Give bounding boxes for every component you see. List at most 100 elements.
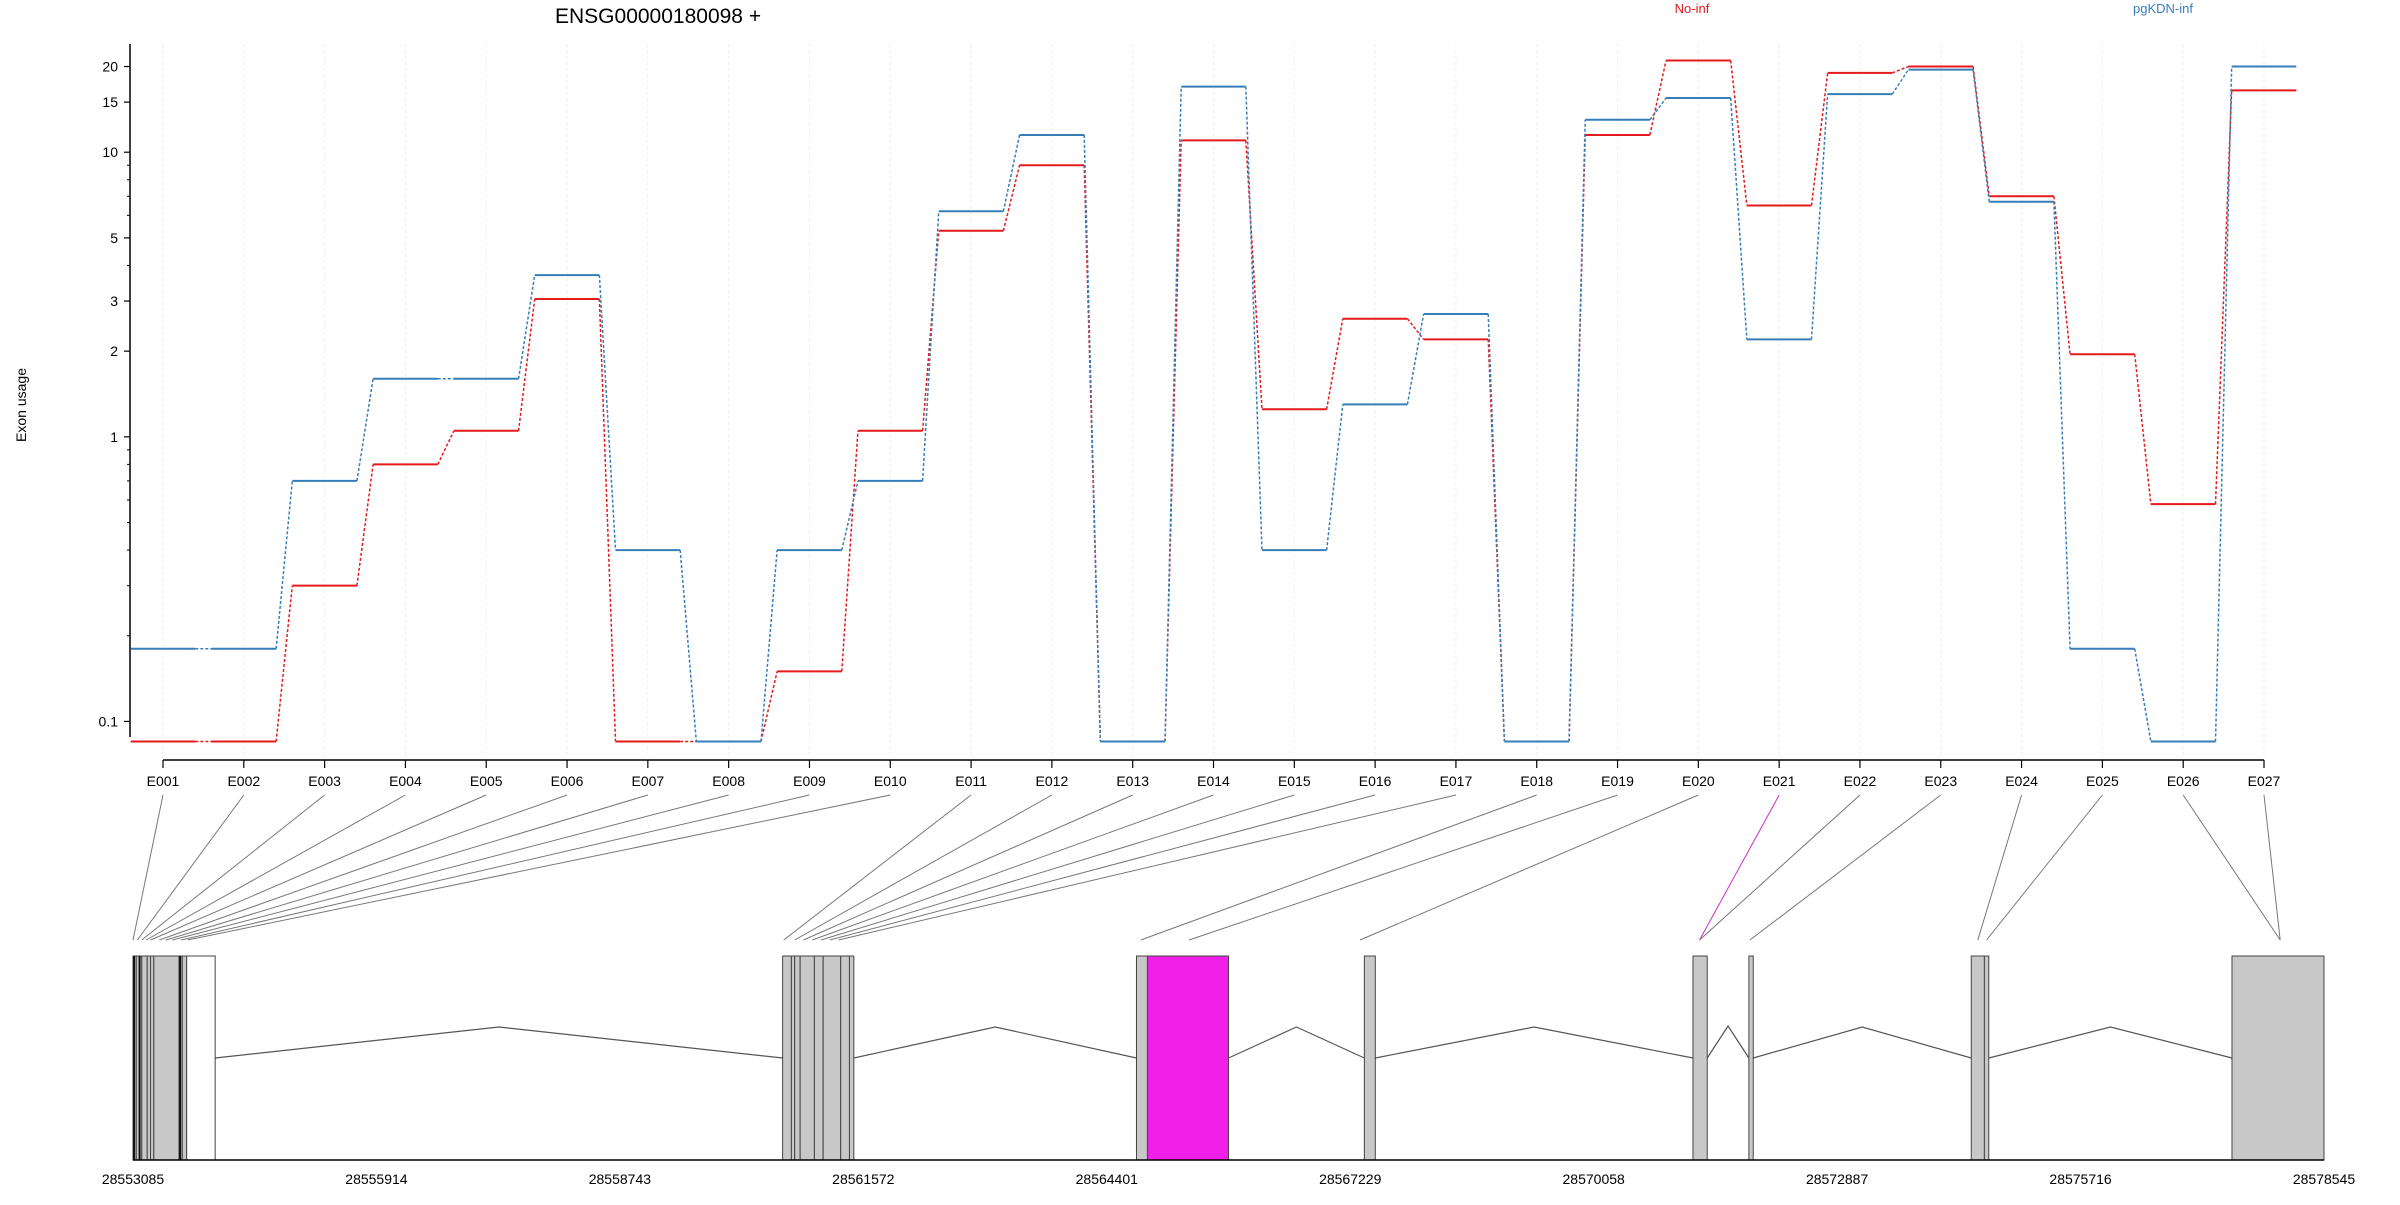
segment-e007 <box>679 550 698 742</box>
genomic-coordinate-label: 28561572 <box>832 1171 895 1187</box>
x-tick-label-e006: E006 <box>551 773 584 789</box>
connector-e011 <box>783 794 972 941</box>
y-axis-label: Exon usage <box>13 368 29 442</box>
x-tick-label-e021: E021 <box>1763 773 1796 789</box>
segment-e016 <box>1406 318 1425 340</box>
segment-e006 <box>598 298 617 742</box>
connector-e021 <box>1699 794 1780 941</box>
connector-e006 <box>159 794 568 941</box>
connector-e014 <box>812 794 1214 941</box>
legend-entry-no-inf: No-inf <box>1675 1 1710 16</box>
segment-e015 <box>1325 404 1344 551</box>
intron-line <box>1988 1026 2233 1059</box>
gene-model: 28553085 28555914 28558743 28561572 28564401… <box>102 955 2356 1187</box>
segment-e002 <box>275 480 294 649</box>
exon-box <box>1748 955 1754 1161</box>
segment-e019 <box>1649 97 1667 121</box>
genomic-coordinate-label: 28578545 <box>2293 1171 2356 1187</box>
exon-box <box>1135 955 1148 1161</box>
axes: 0.1 1 2 3 5 10 15 20 E001 E002 E003 E004 E005 E006 E00… <box>99 44 2281 789</box>
segment-e008 <box>760 671 778 742</box>
x-tick-label-e008: E008 <box>712 773 745 789</box>
connector-e005 <box>150 794 487 941</box>
segment-e026 <box>2214 66 2233 742</box>
connector-e023 <box>1749 794 1942 941</box>
intron-line <box>215 1026 783 1059</box>
segment-e014 <box>1245 86 1263 551</box>
legend-entry-pgkdn-inf: pgKDN-inf <box>2133 1 2193 16</box>
genomic-coordinate-label: 28553085 <box>102 1171 165 1187</box>
exon-box <box>813 955 824 1161</box>
connector-e003 <box>141 794 325 941</box>
segment-e024 <box>2053 201 2071 649</box>
connector-e015 <box>820 794 1295 941</box>
segment-e009 <box>841 480 859 551</box>
segment-e011 <box>1002 165 1021 231</box>
y-tick-label: 10 <box>102 144 118 160</box>
x-tick-label-e004: E004 <box>389 773 422 789</box>
x-tick-label-e023: E023 <box>1924 773 1957 789</box>
connector-e002 <box>136 794 245 941</box>
y-tick-label: 5 <box>110 230 118 246</box>
x-tick-label-e019: E019 <box>1601 773 1634 789</box>
genomic-coordinate-label: 28570058 <box>1563 1171 1626 1187</box>
connector-e013 <box>803 794 1133 941</box>
intron-line <box>1753 1026 1972 1059</box>
connector-e012 <box>794 794 1053 941</box>
x-tick-label-e012: E012 <box>1036 773 1069 789</box>
segment-e021 <box>1810 94 1829 340</box>
exon-box <box>2231 955 2325 1161</box>
segment-e020 <box>1729 60 1748 206</box>
x-tick-label-e027: E027 <box>2248 773 2281 789</box>
segment-e002 <box>275 585 294 742</box>
y-tick-label: 2 <box>110 343 118 359</box>
x-tick-label-e026: E026 <box>2167 773 2200 789</box>
connector-e020 <box>1359 794 1699 941</box>
x-tick-label-e005: E005 <box>470 773 503 789</box>
intron-line <box>1375 1026 1694 1059</box>
exon-box <box>153 955 180 1161</box>
intron-line <box>853 1026 1137 1059</box>
segment-e026 <box>2214 90 2233 505</box>
series-pgkdn-inf <box>130 65 2297 743</box>
segment-e022 <box>1892 65 1909 74</box>
segment-e019 <box>1649 60 1667 136</box>
x-tick-label-e016: E016 <box>1359 773 1392 789</box>
series-lines <box>130 59 2297 743</box>
x-tick-label-e020: E020 <box>1682 773 1715 789</box>
intron-line <box>1228 1026 1365 1059</box>
x-tick-label-e013: E013 <box>1116 773 1149 789</box>
y-tick-label: 1 <box>110 429 118 445</box>
segment-e009 <box>841 430 859 672</box>
x-tick-label-e025: E025 <box>2086 773 2119 789</box>
connector-e026 <box>2182 794 2281 941</box>
segment-e024 <box>2053 196 2071 355</box>
y-tick-label: 3 <box>110 293 118 309</box>
segment-e020 <box>1729 97 1748 340</box>
exon-box <box>1363 955 1376 1161</box>
connector-e001 <box>132 794 164 941</box>
segment-e013 <box>1164 86 1182 742</box>
segment-e018 <box>1568 119 1586 742</box>
segment-e022 <box>1891 69 1910 95</box>
connector-e019 <box>1188 794 1618 941</box>
exon-box <box>1983 955 1990 1161</box>
connector-e004 <box>145 794 406 941</box>
genomic-coordinate-label: 28564401 <box>1076 1171 1139 1187</box>
exon-connector-lines <box>132 794 2281 941</box>
segment-e003 <box>356 464 374 586</box>
segment-e003 <box>356 378 374 482</box>
exon-box <box>181 955 188 1161</box>
x-tick-label-e017: E017 <box>1440 773 1473 789</box>
x-tick-label-e011: E011 <box>955 773 987 789</box>
connector-e008 <box>172 794 729 941</box>
genomic-coordinate-label: 28558743 <box>589 1171 652 1187</box>
connector-e027 <box>2263 794 2281 941</box>
segment-e023 <box>1972 69 1990 202</box>
segment-e011 <box>1002 134 1021 212</box>
y-tick-label: 15 <box>102 94 118 110</box>
exon-box <box>822 955 842 1161</box>
x-tick-label-e009: E009 <box>793 773 826 789</box>
